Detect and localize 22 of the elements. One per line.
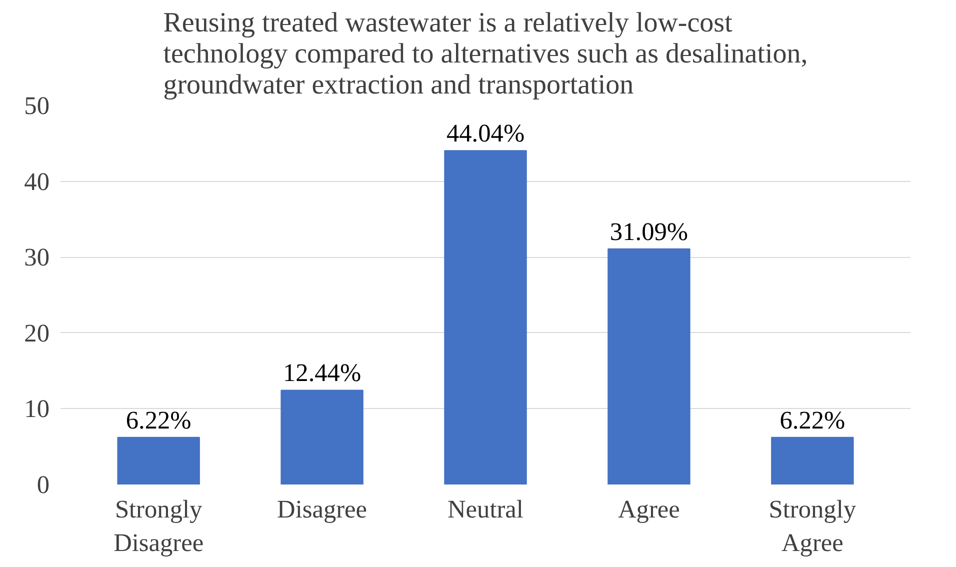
bar xyxy=(444,150,527,484)
y-tick-label: 30 xyxy=(24,244,50,272)
data-label: 12.44% xyxy=(282,359,362,388)
y-tick-label: 0 xyxy=(36,471,50,499)
data-label: 44.04% xyxy=(446,120,525,148)
bar xyxy=(771,436,854,484)
bar xyxy=(280,390,364,484)
x-tick-label: Neutral xyxy=(448,496,524,524)
x-tick-label: Agree xyxy=(618,496,680,524)
y-tick-label: 50 xyxy=(24,92,50,120)
data-label: 6.22% xyxy=(126,406,192,434)
x-tick-label: Strongly Disagree xyxy=(114,496,204,558)
data-label: 31.09% xyxy=(610,218,688,246)
bar xyxy=(608,248,690,484)
y-tick-label: 20 xyxy=(24,319,50,348)
y-tick-label: 10 xyxy=(24,395,50,424)
chart-title: Reusing treated wastewater is a relatively low-cost technology compared to alternatives such as desalination, groundwater extraction and transportation xyxy=(163,8,808,100)
x-tick-label: Disagree xyxy=(277,496,368,524)
bar xyxy=(117,436,200,484)
data-label: 6.22% xyxy=(780,406,846,434)
x-tick-label: Strongly Agree xyxy=(768,496,856,558)
y-tick-label: 40 xyxy=(24,168,50,196)
